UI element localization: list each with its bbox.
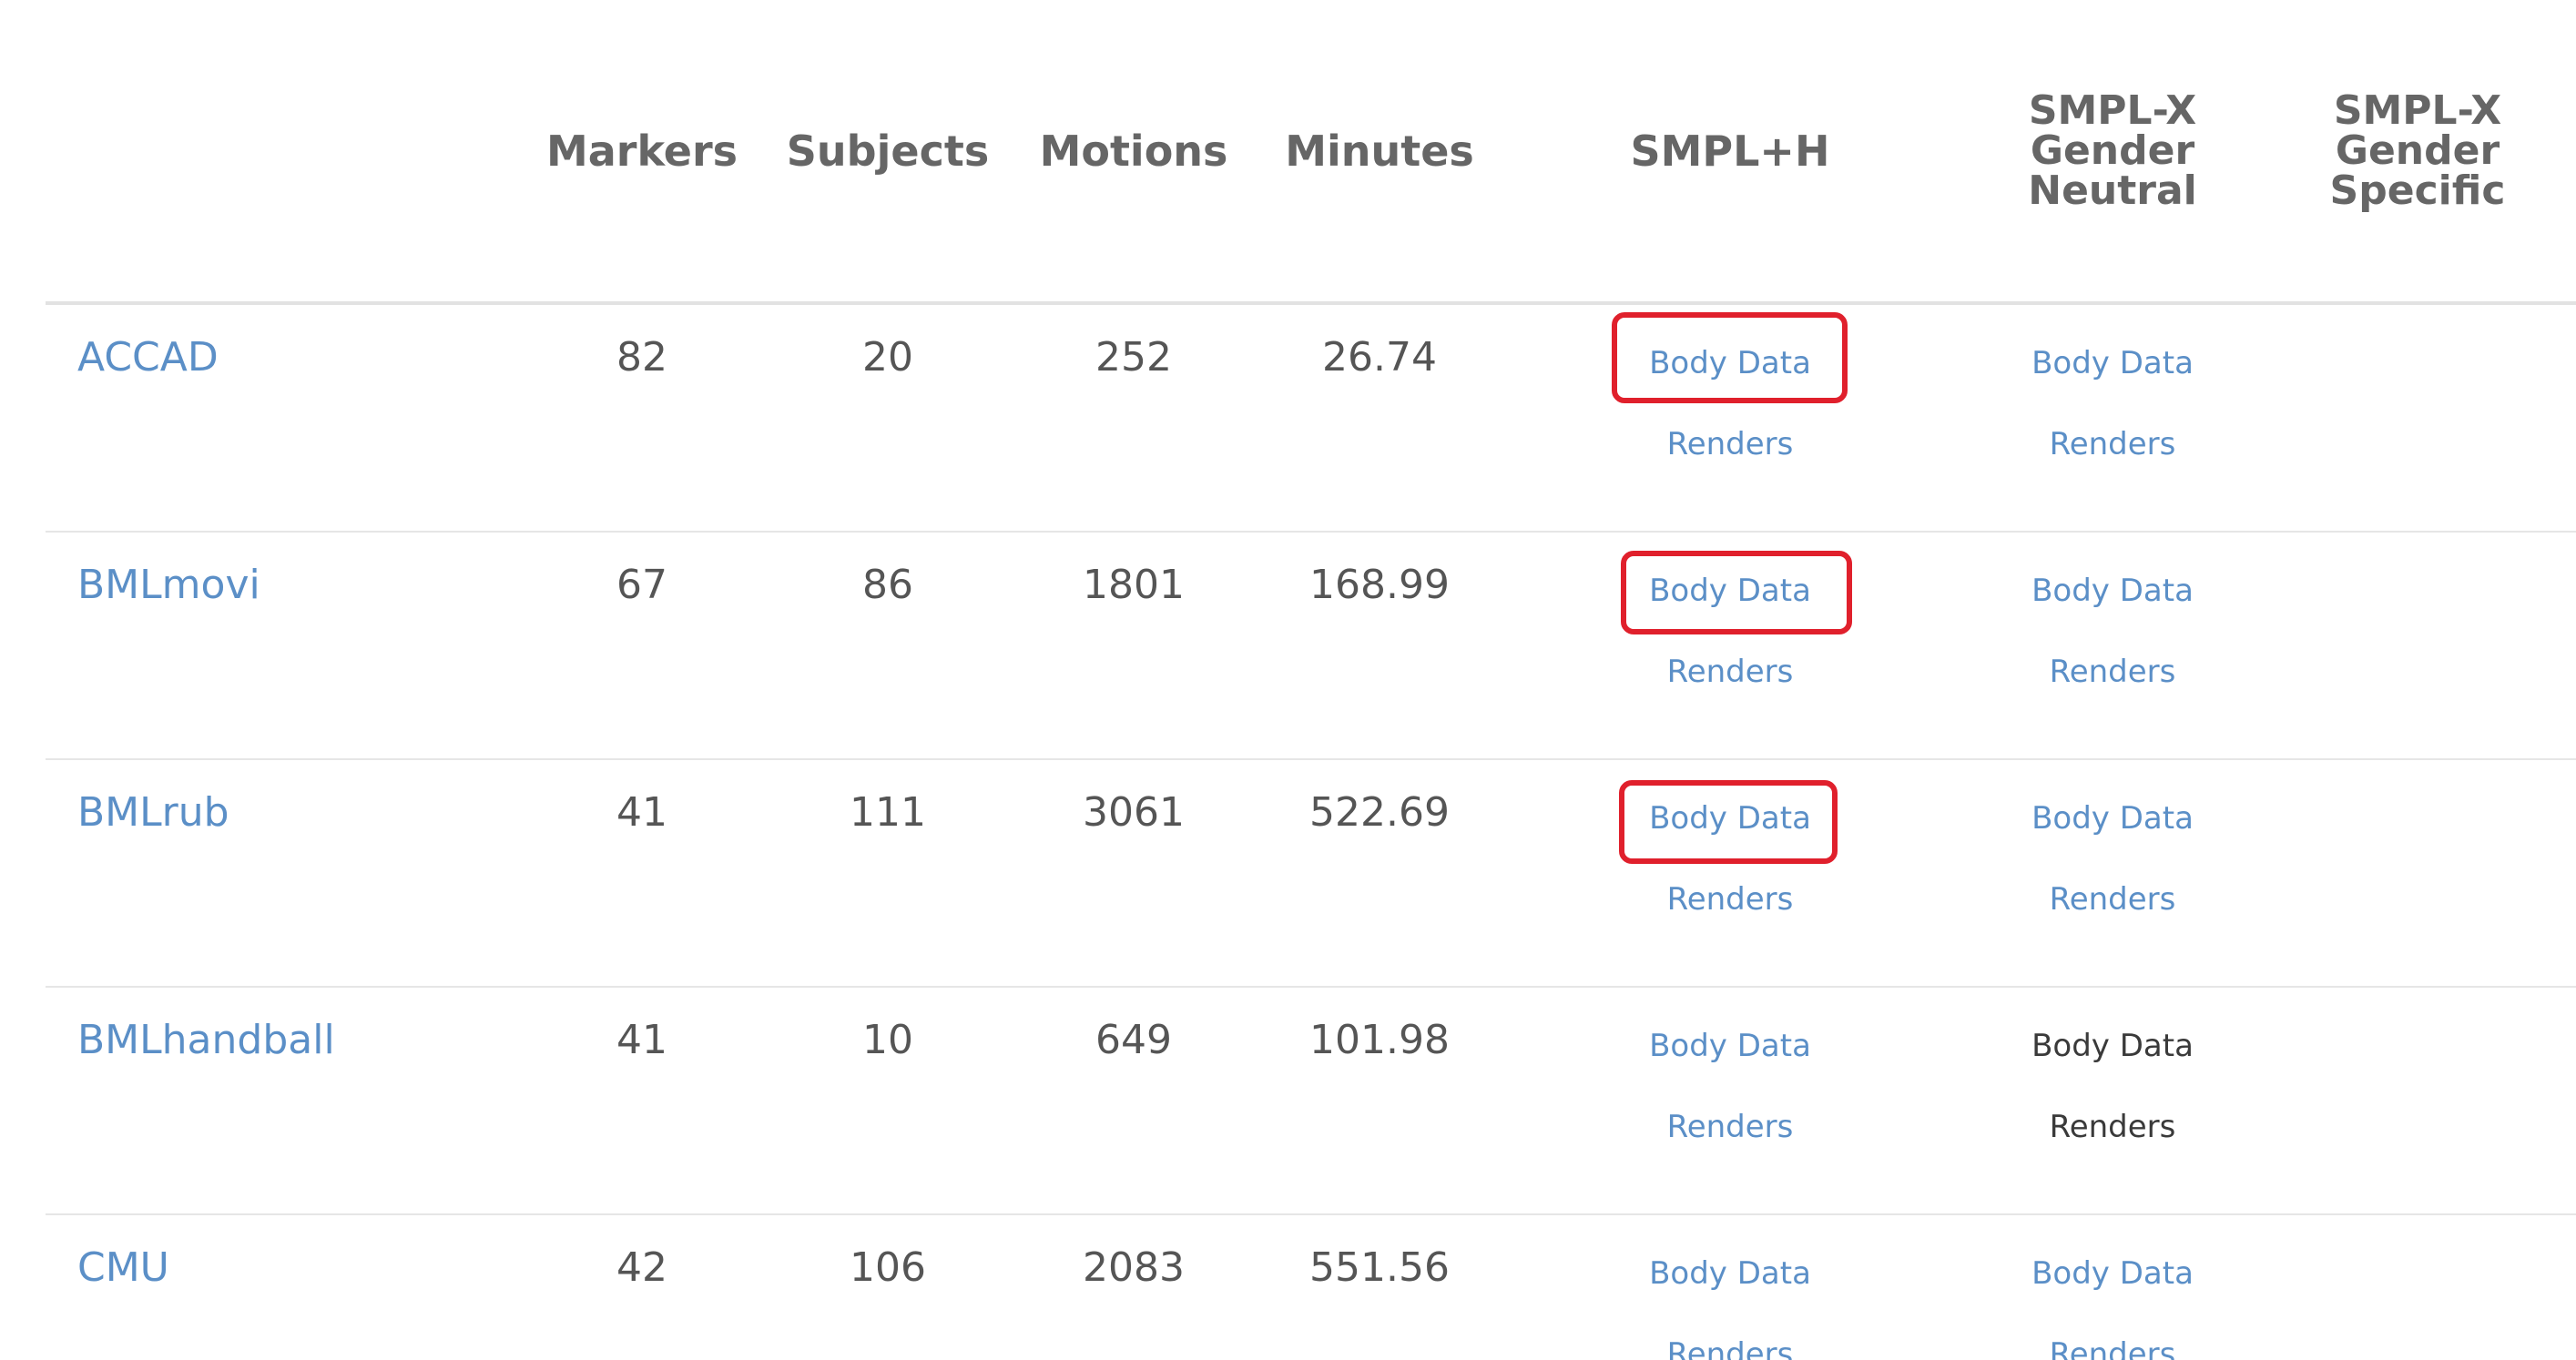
cell-markers: 42 — [616, 1244, 667, 1291]
cell-subjects: 106 — [850, 1244, 926, 1291]
smplh-body-data-link[interactable]: Body Data — [1649, 1028, 1811, 1064]
row-divider — [46, 531, 2576, 533]
cell-minutes: 26.74 — [1322, 334, 1437, 381]
header-motions: Motions — [1039, 127, 1228, 176]
cell-markers: 82 — [616, 334, 667, 381]
dataset-link-accad[interactable]: ACCAD — [77, 334, 219, 381]
smplx-neutral-body-data-link[interactable]: Body Data — [2031, 573, 2194, 609]
smplx-neutral-renders-link[interactable]: Renders — [2049, 881, 2176, 918]
smplx-neutral-renders-link[interactable]: Renders — [2049, 426, 2176, 462]
cell-minutes: 168.99 — [1309, 562, 1450, 608]
header-subjects: Subjects — [786, 127, 990, 176]
cell-motions: 649 — [1095, 1017, 1172, 1063]
smplh-renders-link[interactable]: Renders — [1666, 654, 1794, 690]
dataset-link-cmu[interactable]: CMU — [77, 1244, 169, 1291]
smplh-renders-link[interactable]: Renders — [1666, 881, 1794, 918]
row-divider — [46, 1213, 2576, 1215]
smplh-body-data-link[interactable]: Body Data — [1649, 345, 1811, 381]
dataset-link-bmlhandball[interactable]: BMLhandball — [77, 1017, 335, 1063]
smplx-neutral-renders-link[interactable]: Renders — [2049, 1336, 2176, 1360]
dataset-link-bmlrub[interactable]: BMLrub — [77, 789, 229, 836]
smplx-neutral-body-data-link[interactable]: Body Data — [2031, 800, 2194, 837]
cell-subjects: 20 — [862, 334, 913, 381]
header-minutes: Minutes — [1285, 127, 1474, 176]
cell-motions: 3061 — [1083, 789, 1185, 836]
header-markers: Markers — [545, 127, 738, 176]
smplh-renders-link[interactable]: Renders — [1666, 1336, 1794, 1360]
cell-motions: 1801 — [1083, 562, 1185, 608]
cell-motions: 252 — [1095, 334, 1172, 381]
cell-markers: 67 — [616, 562, 667, 608]
cell-minutes: 101.98 — [1309, 1017, 1450, 1063]
cell-minutes: 551.56 — [1309, 1244, 1450, 1291]
smplh-renders-link[interactable]: Renders — [1666, 426, 1794, 462]
smplx-neutral-body-data-text: Body Data — [2031, 1028, 2194, 1064]
smplh-renders-link[interactable]: Renders — [1666, 1109, 1794, 1145]
cell-markers: 41 — [616, 1017, 667, 1063]
table-row: BMLhandball 41 10 649 101.98 Body Data R… — [0, 988, 2576, 1215]
header-divider — [46, 301, 2576, 305]
smplx-neutral-body-data-link[interactable]: Body Data — [2031, 1255, 2194, 1292]
smplx-neutral-body-data-link[interactable]: Body Data — [2031, 345, 2194, 381]
smplh-body-data-link[interactable]: Body Data — [1649, 573, 1811, 609]
table-row: ACCAD 82 20 252 26.74 Body Data Renders … — [0, 305, 2576, 533]
cell-markers: 41 — [616, 789, 667, 836]
header-smplx-gender-specific: SMPL-X Gender Specific — [2329, 87, 2506, 214]
table-row: BMLrub 41 111 3061 522.69 Body Data Rend… — [0, 760, 2576, 988]
table-row: CMU 42 106 2083 551.56 Body Data Renders… — [0, 1215, 2576, 1360]
header-smplh: SMPL+H — [1630, 127, 1830, 176]
row-divider — [46, 986, 2576, 988]
header-smplx-gender-neutral: SMPL-X Gender Neutral — [2028, 87, 2197, 214]
smplh-body-data-link[interactable]: Body Data — [1649, 1255, 1811, 1292]
smplh-body-data-link[interactable]: Body Data — [1649, 800, 1811, 837]
cell-subjects: 10 — [862, 1017, 913, 1063]
table-row: BMLmovi 67 86 1801 168.99 Body Data Rend… — [0, 533, 2576, 760]
row-divider — [46, 758, 2576, 760]
cell-motions: 2083 — [1083, 1244, 1185, 1291]
smplx-neutral-renders-text: Renders — [2049, 1109, 2176, 1145]
dataset-link-bmlmovi[interactable]: BMLmovi — [77, 562, 260, 608]
cell-subjects: 86 — [862, 562, 913, 608]
cell-minutes: 522.69 — [1309, 789, 1450, 836]
smplx-neutral-renders-link[interactable]: Renders — [2049, 654, 2176, 690]
cell-subjects: 111 — [850, 789, 926, 836]
